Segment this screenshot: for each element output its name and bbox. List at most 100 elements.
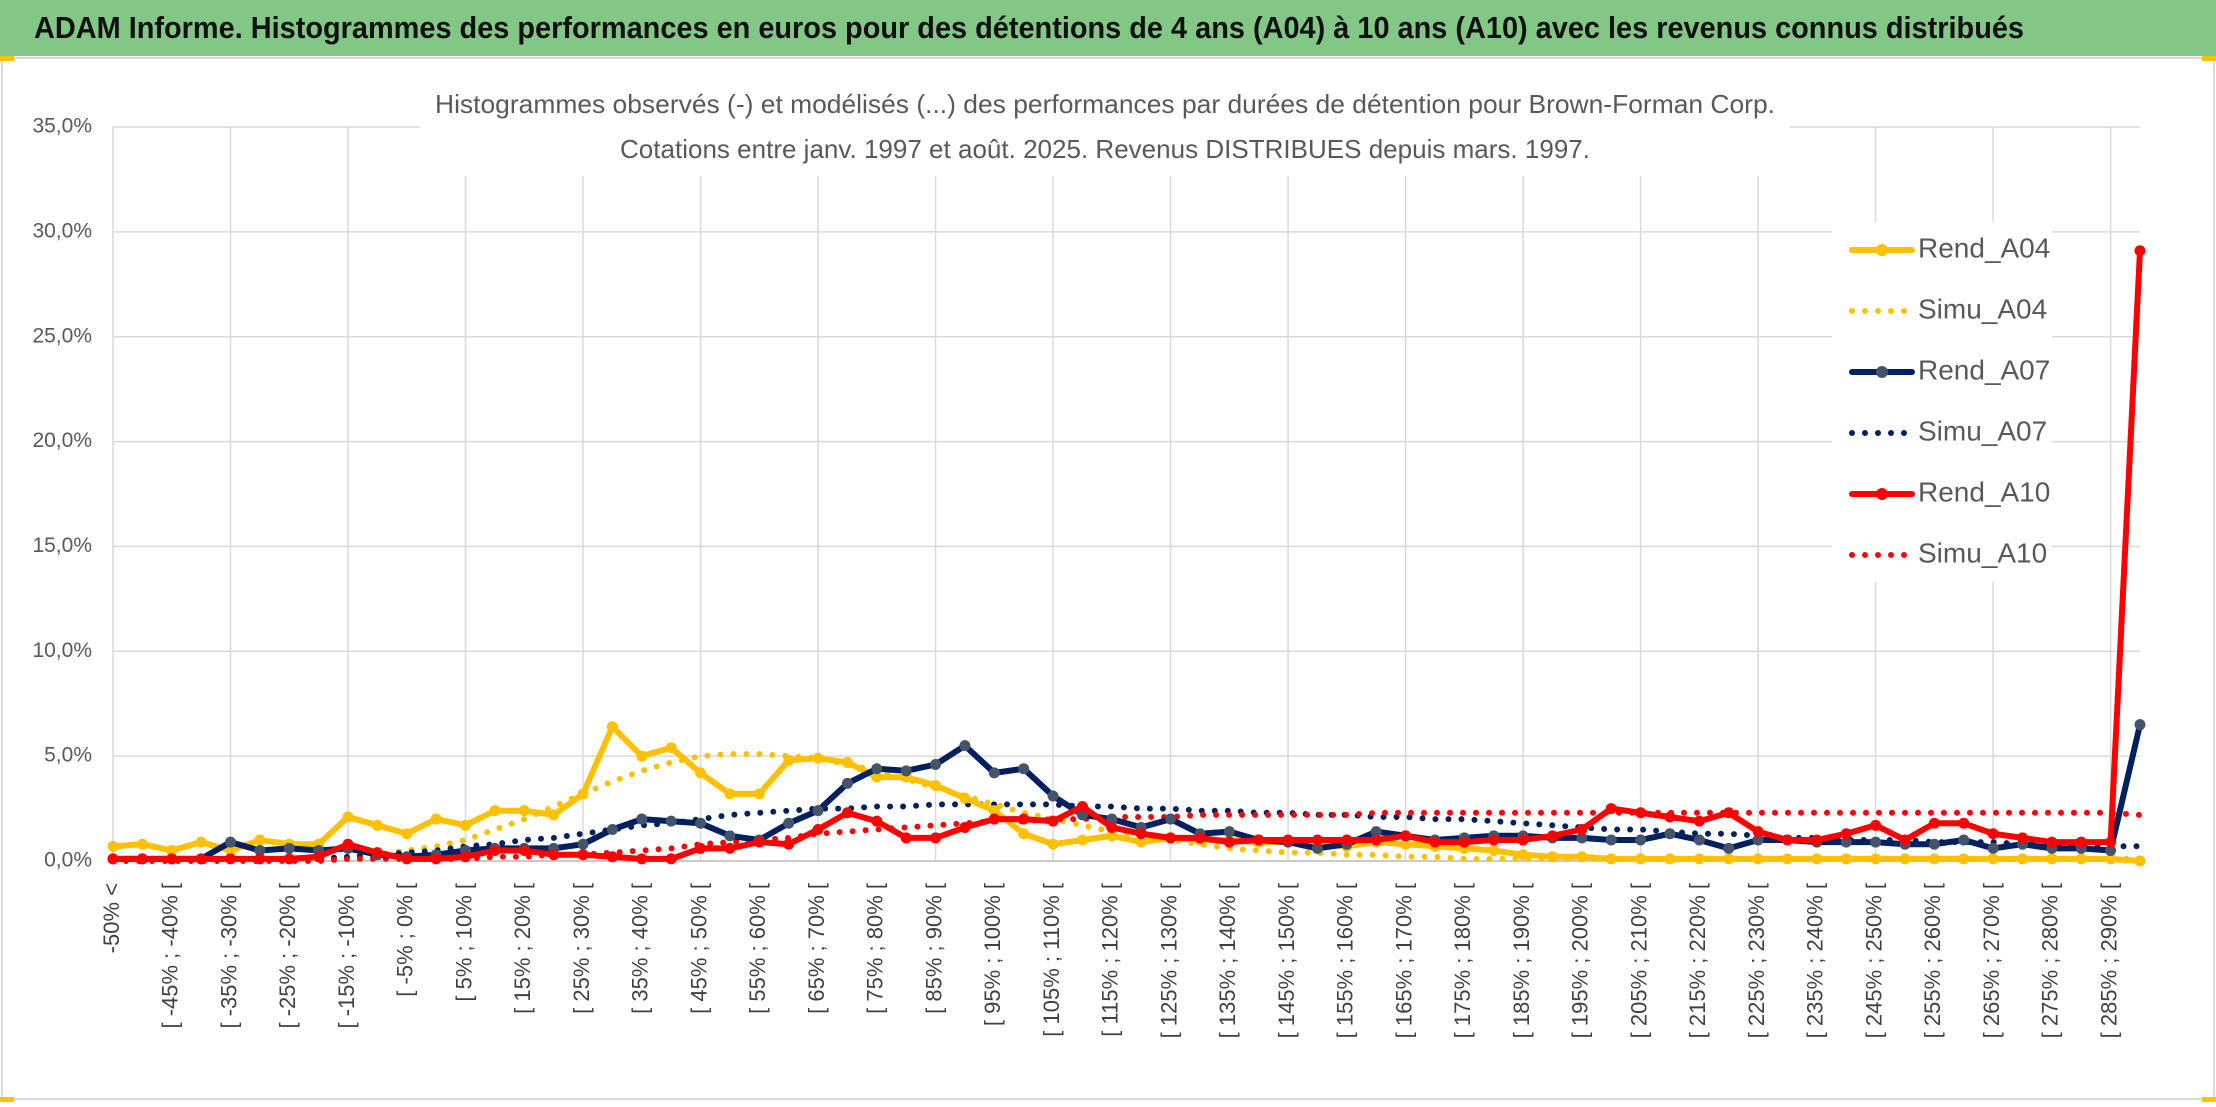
marker [371, 847, 383, 859]
marker [136, 838, 148, 850]
marker [342, 838, 354, 850]
corner [0, 56, 14, 61]
marker [606, 851, 618, 863]
marker [871, 771, 883, 783]
marker [1987, 842, 1999, 854]
x-tick-label: [ 275% ; 280% [ [2038, 883, 2063, 1038]
legend-marker [1876, 366, 1888, 378]
marker [1723, 807, 1735, 819]
marker [1870, 836, 1882, 848]
x-tick-label: [ 5% ; 10% [ [451, 883, 476, 1002]
marker [2105, 845, 2117, 857]
marker [695, 842, 707, 854]
marker [1576, 824, 1588, 836]
marker [1664, 828, 1676, 840]
marker [841, 756, 853, 768]
marker [841, 807, 853, 819]
marker [1047, 815, 1059, 827]
marker [1928, 817, 1940, 829]
marker [136, 853, 148, 865]
marker [1370, 834, 1382, 846]
marker [812, 824, 824, 836]
marker [1664, 811, 1676, 823]
x-tick-label: [ 135% ; 140% [ [1215, 883, 1240, 1038]
marker [195, 836, 207, 848]
x-tick-label: [ 155% ; 160% [ [1333, 883, 1358, 1038]
marker [1928, 853, 1940, 865]
marker [1605, 803, 1617, 815]
chart-border [1, 57, 2215, 1100]
marker [665, 853, 677, 865]
header-bar [0, 0, 2216, 56]
marker [401, 853, 413, 865]
marker [518, 845, 530, 857]
marker [401, 828, 413, 840]
marker [959, 821, 971, 833]
marker [1400, 838, 1412, 850]
x-tick-label: [ 55% ; 60% [ [745, 883, 770, 1014]
marker [1693, 853, 1705, 865]
marker [1605, 853, 1617, 865]
marker [1928, 838, 1940, 850]
marker [1076, 800, 1088, 812]
marker [783, 754, 795, 766]
x-tick-label: [ 245% ; 250% [ [1861, 883, 1886, 1038]
marker [1752, 853, 1764, 865]
marker [1400, 830, 1412, 842]
subtitle-bg [420, 84, 1790, 176]
legend-label: Rend_A07 [1918, 354, 2050, 385]
marker [1018, 828, 1030, 840]
marker [665, 815, 677, 827]
x-tick-label: [ 165% ; 170% [ [1391, 883, 1416, 1038]
marker [1693, 834, 1705, 846]
marker [1958, 853, 1970, 865]
marker [695, 767, 707, 779]
marker [225, 836, 237, 848]
marker [1635, 834, 1647, 846]
model-line [110, 801, 2143, 862]
marker [988, 767, 1000, 779]
marker [1752, 826, 1764, 838]
marker [783, 817, 795, 829]
marker [1370, 826, 1382, 838]
marker [166, 853, 178, 865]
marker [871, 815, 883, 827]
marker [225, 845, 237, 857]
marker [930, 759, 942, 771]
marker [107, 840, 119, 852]
x-tick-label: [ 185% ; 190% [ [1509, 883, 1534, 1038]
marker [2046, 853, 2058, 865]
x-tick-label: [ 255% ; 260% [ [1920, 883, 1945, 1038]
marker [1047, 838, 1059, 850]
marker [988, 805, 1000, 817]
x-tick-label: [ 95% ; 100% [ [980, 883, 1005, 1026]
y-tick-label: 30,0% [32, 219, 92, 242]
marker [841, 777, 853, 789]
x-tick-label: [ -5% ; 0% [ [393, 883, 418, 997]
marker [1899, 834, 1911, 846]
marker [1664, 853, 1676, 865]
marker [1135, 828, 1147, 840]
legend-label: Simu_A10 [1918, 537, 2047, 568]
marker [1840, 853, 1852, 865]
x-tick-label: [ 215% ; 220% [ [1685, 883, 1710, 1038]
marker [900, 765, 912, 777]
marker [959, 792, 971, 804]
legend-label: Rend_A10 [1918, 476, 2050, 507]
marker [1106, 821, 1118, 833]
marker [636, 750, 648, 762]
corner [0, 1097, 14, 1102]
marker [371, 819, 383, 831]
y-tick-label: 0,0% [44, 849, 92, 872]
marker [577, 838, 589, 850]
marker [518, 805, 530, 817]
x-tick-label: [ 45% ; 50% [ [686, 883, 711, 1014]
corner [2202, 56, 2216, 61]
x-tick-label: [ 75% ; 80% [ [863, 883, 888, 1014]
marker [1899, 853, 1911, 865]
marker [1576, 851, 1588, 863]
marker [2105, 836, 2117, 848]
marker [1517, 849, 1529, 861]
marker [1693, 815, 1705, 827]
